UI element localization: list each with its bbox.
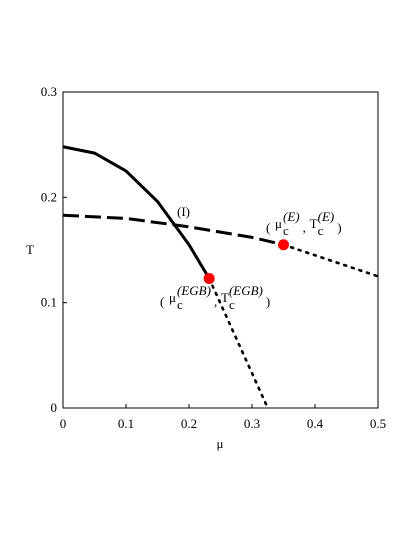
dashed-line (62, 213, 284, 247)
y-tick-label: 0.2 (41, 189, 57, 204)
term-sup: (EGB) (177, 283, 211, 298)
term-sub: c (229, 297, 235, 312)
term-sup: (E) (283, 209, 300, 224)
term-base: T (310, 216, 318, 231)
x-tick-label: 0.1 (118, 416, 134, 431)
x-tick-label: 0.4 (307, 416, 324, 431)
x-tick-label: 0.3 (244, 416, 260, 431)
x-tick-label: 0.5 (370, 416, 386, 431)
annotation-text: (I) (177, 204, 190, 219)
paren: ( (160, 294, 164, 309)
paren: ) (337, 220, 341, 235)
plot-frame (62, 91, 379, 409)
term-sup: (E) (318, 209, 335, 224)
term-sup: (EGB) (229, 283, 263, 298)
term-sub: c (177, 297, 183, 312)
solid-line (62, 145, 211, 280)
separator: , (303, 220, 306, 235)
term-base: μ (169, 290, 176, 305)
x-tick-label: 0.2 (181, 416, 197, 431)
paren: ) (266, 294, 270, 309)
paren: ( (266, 220, 270, 235)
term-base: T (221, 290, 229, 305)
x-tick-label: 0 (60, 416, 67, 431)
critical-point (203, 272, 215, 284)
term-sub: c (318, 223, 324, 238)
critical-point (278, 239, 289, 251)
annotation: (I) (177, 204, 190, 219)
term-sub: c (283, 223, 289, 238)
y-axis-label: T (26, 242, 34, 257)
dotted-line (207, 277, 270, 410)
y-tick-label: 0.3 (41, 84, 57, 99)
dotted-line (282, 243, 380, 278)
separator: , (214, 294, 217, 309)
y-tick-label: 0 (51, 400, 58, 415)
x-axis-label: μ (217, 436, 224, 451)
term-base: μ (275, 216, 282, 231)
y-tick-label: 0.1 (41, 295, 57, 310)
